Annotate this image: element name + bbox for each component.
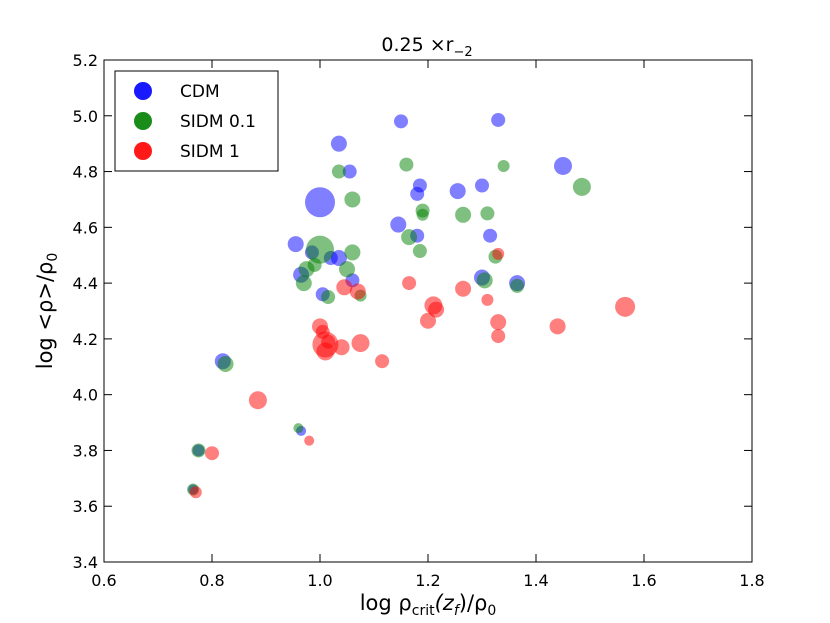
data-point bbox=[510, 278, 525, 293]
y-tick-label: 4.8 bbox=[73, 163, 98, 182]
data-point bbox=[492, 247, 505, 260]
data-point bbox=[248, 391, 267, 410]
y-tick-label: 4.6 bbox=[73, 218, 98, 237]
data-point bbox=[217, 355, 234, 372]
data-point bbox=[491, 329, 506, 344]
data-point bbox=[480, 206, 495, 221]
data-point bbox=[615, 296, 636, 317]
data-point bbox=[491, 112, 506, 127]
data-point bbox=[336, 279, 353, 296]
x-tick-label: 0.8 bbox=[199, 571, 224, 590]
data-point bbox=[412, 244, 427, 259]
x-tick-label: 1.8 bbox=[739, 571, 764, 590]
data-point bbox=[205, 446, 219, 461]
data-point bbox=[191, 443, 206, 458]
data-point bbox=[416, 208, 429, 221]
data-point bbox=[287, 236, 304, 253]
data-point bbox=[402, 276, 417, 291]
data-point bbox=[475, 178, 489, 193]
data-point bbox=[339, 261, 355, 278]
data-point bbox=[455, 280, 472, 297]
x-tick-label: 1.0 bbox=[307, 571, 332, 590]
data-point bbox=[293, 423, 304, 434]
data-point bbox=[490, 314, 507, 331]
x-axis-label-sub-crit: crit bbox=[412, 603, 435, 619]
legend-label-sidm-0-1: SIDM 0.1 bbox=[180, 112, 256, 132]
ticks-layer: 0.6 0.8 1.0 1.2 1.4 1.6 1.8 3.4 3.6 3.8 4.0 4.2 4.4 4… bbox=[73, 51, 765, 590]
data-point bbox=[449, 183, 466, 200]
data-point bbox=[554, 156, 572, 175]
data-point bbox=[307, 257, 322, 272]
chart-title: 0.25 ×r−2 bbox=[381, 34, 472, 60]
points-layer bbox=[187, 112, 636, 499]
data-point bbox=[306, 235, 334, 264]
data-point bbox=[321, 290, 336, 305]
y-tick-label: 3.4 bbox=[73, 553, 98, 572]
data-point bbox=[375, 354, 390, 369]
data-point bbox=[344, 244, 361, 261]
y-tick-label: 5.0 bbox=[73, 107, 98, 126]
data-point bbox=[351, 334, 370, 353]
data-point bbox=[394, 114, 408, 129]
data-point bbox=[497, 159, 510, 172]
series-sidm-1 bbox=[189, 247, 636, 499]
data-point bbox=[549, 318, 566, 335]
y-axis-label: log <ρ>/ρ0 bbox=[33, 253, 61, 370]
y-tick-label: 4.4 bbox=[73, 274, 98, 293]
legend-marker-sidm-0-1 bbox=[134, 112, 152, 130]
data-point bbox=[476, 272, 493, 289]
x-tick-label: 1.2 bbox=[415, 571, 440, 590]
data-point bbox=[455, 206, 472, 223]
y-tick-label: 5.2 bbox=[73, 51, 98, 70]
y-tick-label: 4.0 bbox=[73, 386, 98, 405]
data-point bbox=[481, 293, 494, 306]
y-tick-label: 3.6 bbox=[73, 497, 98, 516]
x-axis-label-sub-0: 0 bbox=[487, 603, 496, 619]
data-point bbox=[304, 435, 315, 446]
series-sidm-0-1 bbox=[187, 157, 591, 496]
x-axis-label-sub-f: f bbox=[454, 603, 461, 619]
chart-title-subscript: −2 bbox=[453, 45, 472, 60]
data-point bbox=[390, 216, 407, 233]
legend-marker-sidm-1 bbox=[134, 142, 152, 160]
x-axis-label: log ρcrit(zf)/ρ0 bbox=[360, 591, 497, 619]
data-point bbox=[572, 177, 591, 196]
legend-marker-cdm bbox=[134, 82, 152, 100]
data-point bbox=[399, 157, 414, 172]
y-tick-label: 3.8 bbox=[73, 441, 98, 460]
legend-label-sidm-1: SIDM 1 bbox=[180, 142, 240, 162]
data-point bbox=[331, 164, 346, 179]
data-point bbox=[428, 301, 445, 318]
data-point bbox=[344, 191, 361, 208]
data-point bbox=[295, 275, 312, 292]
legend: CDM SIDM 0.1 SIDM 1 bbox=[114, 70, 279, 172]
data-point bbox=[321, 334, 336, 349]
y-tick-label: 4.2 bbox=[73, 330, 98, 349]
x-tick-label: 1.6 bbox=[631, 571, 656, 590]
x-tick-label: 0.6 bbox=[91, 571, 116, 590]
data-point bbox=[189, 486, 202, 499]
data-point bbox=[333, 339, 350, 356]
data-point bbox=[483, 228, 498, 243]
x-tick-label: 1.4 bbox=[523, 571, 548, 590]
y-axis-label-subscript: 0 bbox=[45, 253, 61, 262]
data-point bbox=[349, 283, 366, 300]
legend-label-cdm: CDM bbox=[180, 82, 220, 102]
data-point bbox=[330, 135, 347, 152]
data-point bbox=[410, 186, 425, 201]
data-point bbox=[401, 229, 418, 246]
data-point bbox=[342, 164, 357, 179]
data-point bbox=[305, 187, 335, 218]
data-point bbox=[420, 312, 436, 329]
